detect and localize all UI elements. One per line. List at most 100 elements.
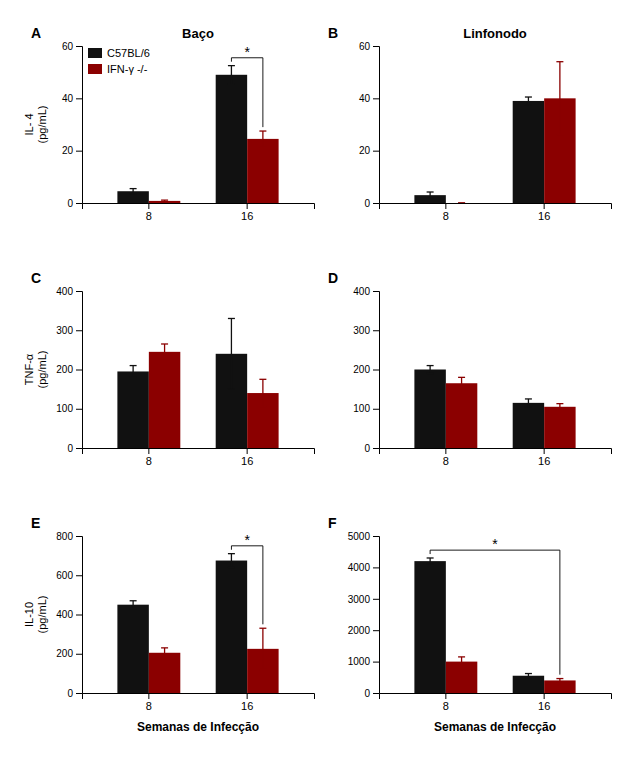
axis-line — [373, 47, 380, 204]
x-axis: 8 16 — [380, 203, 612, 222]
tick: 0 — [67, 443, 82, 454]
tick-mark — [76, 575, 82, 576]
plot-area — [414, 62, 575, 203]
bracket-line — [231, 58, 232, 62]
tick: 600 — [56, 570, 82, 581]
bar — [149, 201, 180, 203]
tick-mark — [247, 448, 248, 454]
axis-line — [373, 537, 380, 694]
error-cap — [259, 628, 266, 629]
error-line — [132, 601, 133, 609]
error-cap — [259, 669, 266, 670]
error-cap — [525, 673, 532, 674]
error-cap — [259, 130, 266, 131]
tick-mark — [76, 98, 82, 99]
error-line — [429, 558, 430, 564]
tick-label: 8 — [146, 210, 152, 222]
error-bar — [556, 62, 563, 135]
error-cap — [161, 359, 168, 360]
tick-label: 5000 — [348, 531, 371, 542]
tick: 16 — [241, 448, 253, 467]
error-cap — [525, 104, 532, 105]
tick-mark — [76, 370, 82, 371]
error-cap — [556, 61, 563, 62]
tick-label: 200 — [56, 648, 73, 659]
error-cap — [228, 318, 235, 319]
tick: 20 — [62, 145, 82, 156]
x-axis: 816 — [380, 448, 612, 467]
tick-label: 2000 — [348, 625, 371, 636]
error-cap — [427, 557, 434, 558]
tick: 400 — [56, 609, 82, 620]
tick-label: 8 — [146, 455, 152, 467]
panel: 0100200300400816TNF-α(pg/mL)C — [23, 270, 315, 467]
error-bar — [427, 558, 434, 564]
y-axis: 0100200300400 — [353, 286, 379, 454]
tick-label: 8 — [443, 455, 449, 467]
tick-mark — [373, 46, 379, 47]
tick: 16 — [538, 203, 550, 222]
error-bar — [161, 648, 168, 658]
tick-label: 20 — [359, 145, 371, 156]
tick-label: 16 — [241, 700, 253, 712]
bracket-line — [262, 58, 263, 127]
bar — [117, 371, 148, 448]
error-cap — [458, 656, 465, 657]
title: Baço — [182, 26, 214, 41]
tick: 2000 — [348, 625, 379, 636]
error-bar — [556, 679, 563, 683]
tick: 16 — [241, 693, 253, 712]
tick-label: 40 — [62, 93, 74, 104]
tick-label: 400 — [56, 286, 73, 297]
tick-mark — [373, 630, 379, 631]
tick-label: 8 — [443, 700, 449, 712]
tick-label: 0 — [67, 688, 73, 699]
tick-label: 400 — [56, 609, 73, 620]
tick-label: 1000 — [348, 656, 371, 667]
tick: 60 — [62, 41, 82, 52]
error-cap — [228, 65, 235, 66]
tick-label: 300 — [56, 325, 73, 336]
error-cap — [427, 365, 434, 366]
error-cap — [228, 567, 235, 568]
legend-item: C57BL/6 — [88, 47, 150, 59]
x-axis: 816 — [83, 203, 315, 222]
plot-area — [414, 366, 575, 448]
error-cap — [556, 678, 563, 679]
panel: 0204060816LinfonodoB — [328, 25, 612, 222]
bar — [513, 403, 544, 448]
error-line — [231, 66, 232, 84]
error-cap — [130, 600, 137, 601]
tick-mark — [373, 448, 379, 449]
tick: 800 — [56, 531, 82, 542]
tick-mark — [544, 693, 545, 699]
error-bar — [458, 377, 465, 389]
tick-label: 0 — [364, 443, 370, 454]
tick-mark — [76, 654, 82, 655]
axis-line — [380, 694, 612, 700]
bar — [216, 561, 247, 693]
error-cap — [130, 377, 137, 378]
tick-label: 8 — [443, 210, 449, 222]
tick-label: 0 — [364, 688, 370, 699]
error-cap — [458, 666, 465, 667]
error-line — [132, 189, 133, 194]
error-cap — [427, 198, 434, 199]
error-line — [231, 554, 232, 568]
error-cap — [556, 682, 563, 683]
error-cap — [556, 134, 563, 135]
y-axis-label-line: (pg/mL) — [36, 351, 48, 389]
y-axis-label-line: TNF-α — [23, 353, 35, 385]
figure: 0204060816IL- 4(pg/mL)BaçoA*C57BL/6IFN-γ… — [0, 0, 631, 760]
tick: 0 — [364, 198, 379, 209]
error-cap — [228, 553, 235, 554]
error-line — [429, 366, 430, 374]
axis-line — [83, 449, 315, 455]
error-cap — [458, 377, 465, 378]
panel: 0100200300400816D — [328, 270, 612, 467]
tick-label: 100 — [56, 403, 73, 414]
plot-area — [117, 318, 278, 448]
title: Linfonodo — [463, 26, 527, 41]
axis-line — [380, 449, 612, 455]
tick: 300 — [56, 325, 82, 336]
